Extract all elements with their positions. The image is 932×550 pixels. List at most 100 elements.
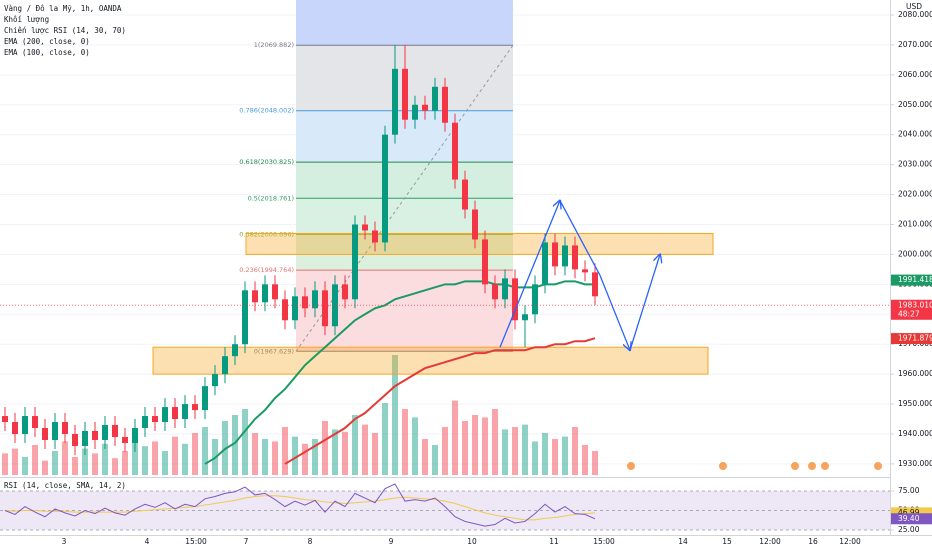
candle-body	[182, 404, 188, 420]
volume-bar	[582, 445, 588, 475]
candle-body	[512, 278, 518, 321]
volume-bar	[572, 427, 578, 475]
x-tick-label: 9	[389, 537, 394, 546]
candle-body	[582, 269, 588, 273]
zone	[245, 232, 714, 255]
volume-bar	[352, 415, 358, 475]
y-tick-label: 2080.000	[898, 10, 932, 19]
fib-label: 0.5(2018.761)	[248, 194, 294, 202]
price-tag	[891, 299, 932, 320]
event-icon[interactable]	[807, 461, 817, 471]
volume-bar	[232, 415, 238, 475]
candle-body	[92, 431, 98, 440]
volume-bar	[82, 448, 88, 475]
y-tick-label: 2060.000	[898, 70, 932, 79]
projection-segment	[559, 200, 601, 276]
event-icon[interactable]	[820, 461, 830, 471]
x-tick-label: 3	[62, 537, 67, 546]
volume-bar	[482, 417, 488, 475]
volume-bar	[42, 460, 48, 475]
indicator-label: Khối lượng	[4, 15, 49, 24]
candle-body	[402, 68, 408, 120]
volume-bar	[542, 433, 548, 475]
price-tag-label: 46.99	[898, 508, 920, 517]
price-tag-countdown: 48:27	[898, 309, 920, 318]
volume-bar	[262, 439, 268, 475]
volume-bar	[162, 451, 168, 475]
volume-bar	[472, 415, 478, 475]
event-icon[interactable]	[873, 461, 883, 471]
event-icon[interactable]	[626, 461, 636, 471]
ema-line	[204, 280, 595, 465]
candle-body	[142, 416, 148, 429]
volume-bar	[382, 403, 388, 475]
candle-body	[372, 230, 378, 243]
x-tick-label: 7	[244, 537, 249, 546]
volume-bar	[12, 448, 18, 475]
event-icons	[626, 461, 883, 471]
y-tick-label: 75.00	[898, 486, 920, 495]
candle-body	[552, 242, 558, 267]
candle-body	[132, 428, 138, 443]
volume-bar	[332, 429, 338, 475]
volume-bar	[282, 427, 288, 475]
x-tick-label: 16	[808, 537, 818, 546]
rsi-line	[4, 495, 596, 521]
volume-bar	[72, 457, 78, 475]
price-tag-label: 1991.418	[898, 275, 932, 284]
volume-bar	[302, 443, 308, 475]
candle-body	[462, 179, 468, 210]
candle-body	[42, 428, 48, 440]
candle-body	[22, 416, 28, 434]
volume-bar	[112, 458, 118, 475]
volume-bar	[372, 433, 378, 475]
candle-body	[102, 425, 108, 440]
volume-bar	[22, 457, 28, 475]
candle-body	[442, 86, 448, 123]
candle-body	[302, 296, 308, 309]
x-tick-label: 15:00	[593, 537, 615, 546]
candle-body	[152, 416, 158, 423]
event-icon[interactable]	[718, 461, 728, 471]
candle-body	[72, 433, 78, 446]
candle-body	[382, 134, 388, 243]
fib-label: 0.786(2048.002)	[239, 107, 294, 115]
price-tag-label: 39.40	[898, 514, 920, 523]
candle-body	[232, 344, 238, 357]
y-tick-label: 1930.000	[898, 459, 932, 468]
candle-body	[572, 245, 578, 270]
volume-bar	[362, 424, 368, 475]
price-tag-label: 1983.010	[898, 300, 932, 309]
candle-body	[362, 224, 368, 231]
volume-bar	[392, 355, 398, 475]
y-tick-label: 2010.000	[898, 219, 932, 228]
fib-label: 0.618(2030.825)	[239, 158, 294, 166]
rsi-title: RSI (14, close, SMA, 14, 2)	[4, 481, 126, 490]
candle-body	[202, 386, 208, 411]
volume-bar	[2, 453, 8, 475]
candle-body	[282, 299, 288, 321]
volume-bar	[202, 427, 208, 475]
candle-body	[452, 122, 458, 180]
volume-bar	[62, 441, 68, 475]
candle-body	[342, 284, 348, 300]
volume-bar	[552, 439, 558, 475]
fib-band	[296, 234, 513, 271]
y-tick-label: 2070.000	[898, 40, 932, 49]
candle-body	[502, 278, 508, 300]
candle-body	[332, 284, 338, 327]
x-tick-label: 8	[308, 537, 313, 546]
candle-body	[392, 68, 398, 135]
candle-body	[242, 290, 248, 345]
volume-bar	[92, 453, 98, 475]
candle-body	[322, 290, 328, 327]
candle-body	[162, 407, 168, 423]
x-tick-label: 12:00	[839, 537, 861, 546]
candle-body	[492, 284, 498, 300]
event-icon[interactable]	[790, 461, 800, 471]
candle-body	[12, 422, 18, 434]
volume-bar	[422, 439, 428, 475]
y-tick-label: 2040.000	[898, 130, 932, 139]
candle-body	[482, 239, 488, 285]
